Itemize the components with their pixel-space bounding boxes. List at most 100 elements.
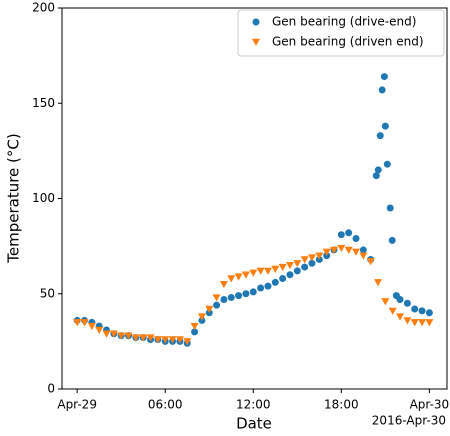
data-point <box>386 204 394 212</box>
data-point <box>168 336 177 344</box>
y-tick-label: 150 <box>32 96 55 110</box>
data-point <box>279 275 287 283</box>
legend-label: Gen bearing (driven end) <box>272 35 424 49</box>
data-point <box>191 328 199 336</box>
data-point <box>117 332 126 340</box>
data-point <box>183 338 192 346</box>
data-point <box>403 299 411 307</box>
data-point <box>322 248 331 256</box>
data-point <box>315 252 324 260</box>
data-point <box>278 263 287 272</box>
legend-label: Gen bearing (drive-end) <box>272 15 416 29</box>
data-point <box>227 294 235 302</box>
data-point <box>396 313 405 321</box>
data-point <box>388 236 396 244</box>
y-tick-label: 50 <box>40 286 55 300</box>
data-point <box>411 305 419 313</box>
data-point <box>380 73 388 81</box>
data-point <box>271 265 280 273</box>
data-point <box>381 298 390 306</box>
data-point <box>109 330 118 338</box>
data-point <box>344 246 353 254</box>
data-point <box>212 294 221 302</box>
data-point <box>425 309 433 317</box>
data-point <box>227 275 236 283</box>
data-point <box>308 259 316 267</box>
data-point <box>249 269 258 277</box>
data-point <box>403 317 412 325</box>
data-point <box>153 336 162 344</box>
data-point <box>337 231 345 239</box>
data-point <box>131 334 140 342</box>
data-point <box>352 248 361 256</box>
data-point <box>285 261 294 270</box>
legend-box <box>237 9 445 57</box>
data-point <box>256 267 265 275</box>
data-point <box>372 172 380 180</box>
data-point <box>263 267 272 275</box>
y-tick-label: 200 <box>32 1 55 15</box>
data-point <box>95 326 104 334</box>
data-point <box>73 319 82 327</box>
data-point <box>139 334 148 342</box>
data-point <box>300 256 309 264</box>
data-point <box>345 229 353 237</box>
data-point <box>366 258 375 266</box>
data-point <box>418 319 427 327</box>
x-tick-label: 06:00 <box>148 398 183 412</box>
x-tick-label: 18:00 <box>324 398 359 412</box>
data-point <box>271 278 279 286</box>
plot-frame <box>61 7 448 390</box>
data-point <box>220 295 228 303</box>
x-tick-label: 12:00 <box>236 398 271 412</box>
data-point <box>293 260 302 268</box>
data-point <box>205 305 214 313</box>
data-point <box>418 307 426 315</box>
data-point <box>374 279 383 287</box>
data-point <box>197 313 206 321</box>
data-point <box>161 336 170 344</box>
data-point <box>374 166 382 174</box>
y-tick-label: 0 <box>47 382 55 396</box>
data-point <box>378 86 386 94</box>
data-point <box>352 235 360 243</box>
data-point <box>241 271 250 279</box>
legend-marker <box>252 18 260 26</box>
data-point <box>383 160 391 168</box>
data-point <box>234 273 243 281</box>
data-point <box>80 319 89 327</box>
legend-marker <box>252 38 260 46</box>
data-point <box>87 322 96 331</box>
x-tick-label: Apr-29 <box>57 398 97 412</box>
data-point <box>219 281 228 289</box>
data-point <box>249 288 257 296</box>
data-point <box>293 267 301 275</box>
data-point <box>425 319 434 327</box>
x-axis-label: Date <box>236 415 272 433</box>
data-point <box>102 330 111 338</box>
data-point <box>235 292 243 300</box>
data-point <box>264 282 272 290</box>
data-point <box>124 332 133 340</box>
data-point <box>301 263 309 271</box>
data-point <box>337 244 346 253</box>
data-point <box>175 336 184 344</box>
data-point <box>329 246 338 254</box>
data-point <box>286 271 294 279</box>
data-point <box>376 132 384 140</box>
data-point <box>213 301 221 309</box>
data-point <box>242 290 250 298</box>
data-point <box>359 252 368 260</box>
data-point <box>190 322 199 331</box>
x-tick-label: Apr-30 <box>410 398 450 412</box>
data-point <box>257 284 265 292</box>
y-tick-label: 100 <box>32 191 55 205</box>
data-point <box>381 122 389 130</box>
data-point <box>388 307 397 315</box>
data-point <box>359 246 367 254</box>
x-offset-label: 2016-Apr-30 <box>372 414 446 428</box>
data-point <box>146 334 155 342</box>
y-axis-label: Temperature (°C) <box>5 133 23 263</box>
data-point <box>396 295 404 303</box>
